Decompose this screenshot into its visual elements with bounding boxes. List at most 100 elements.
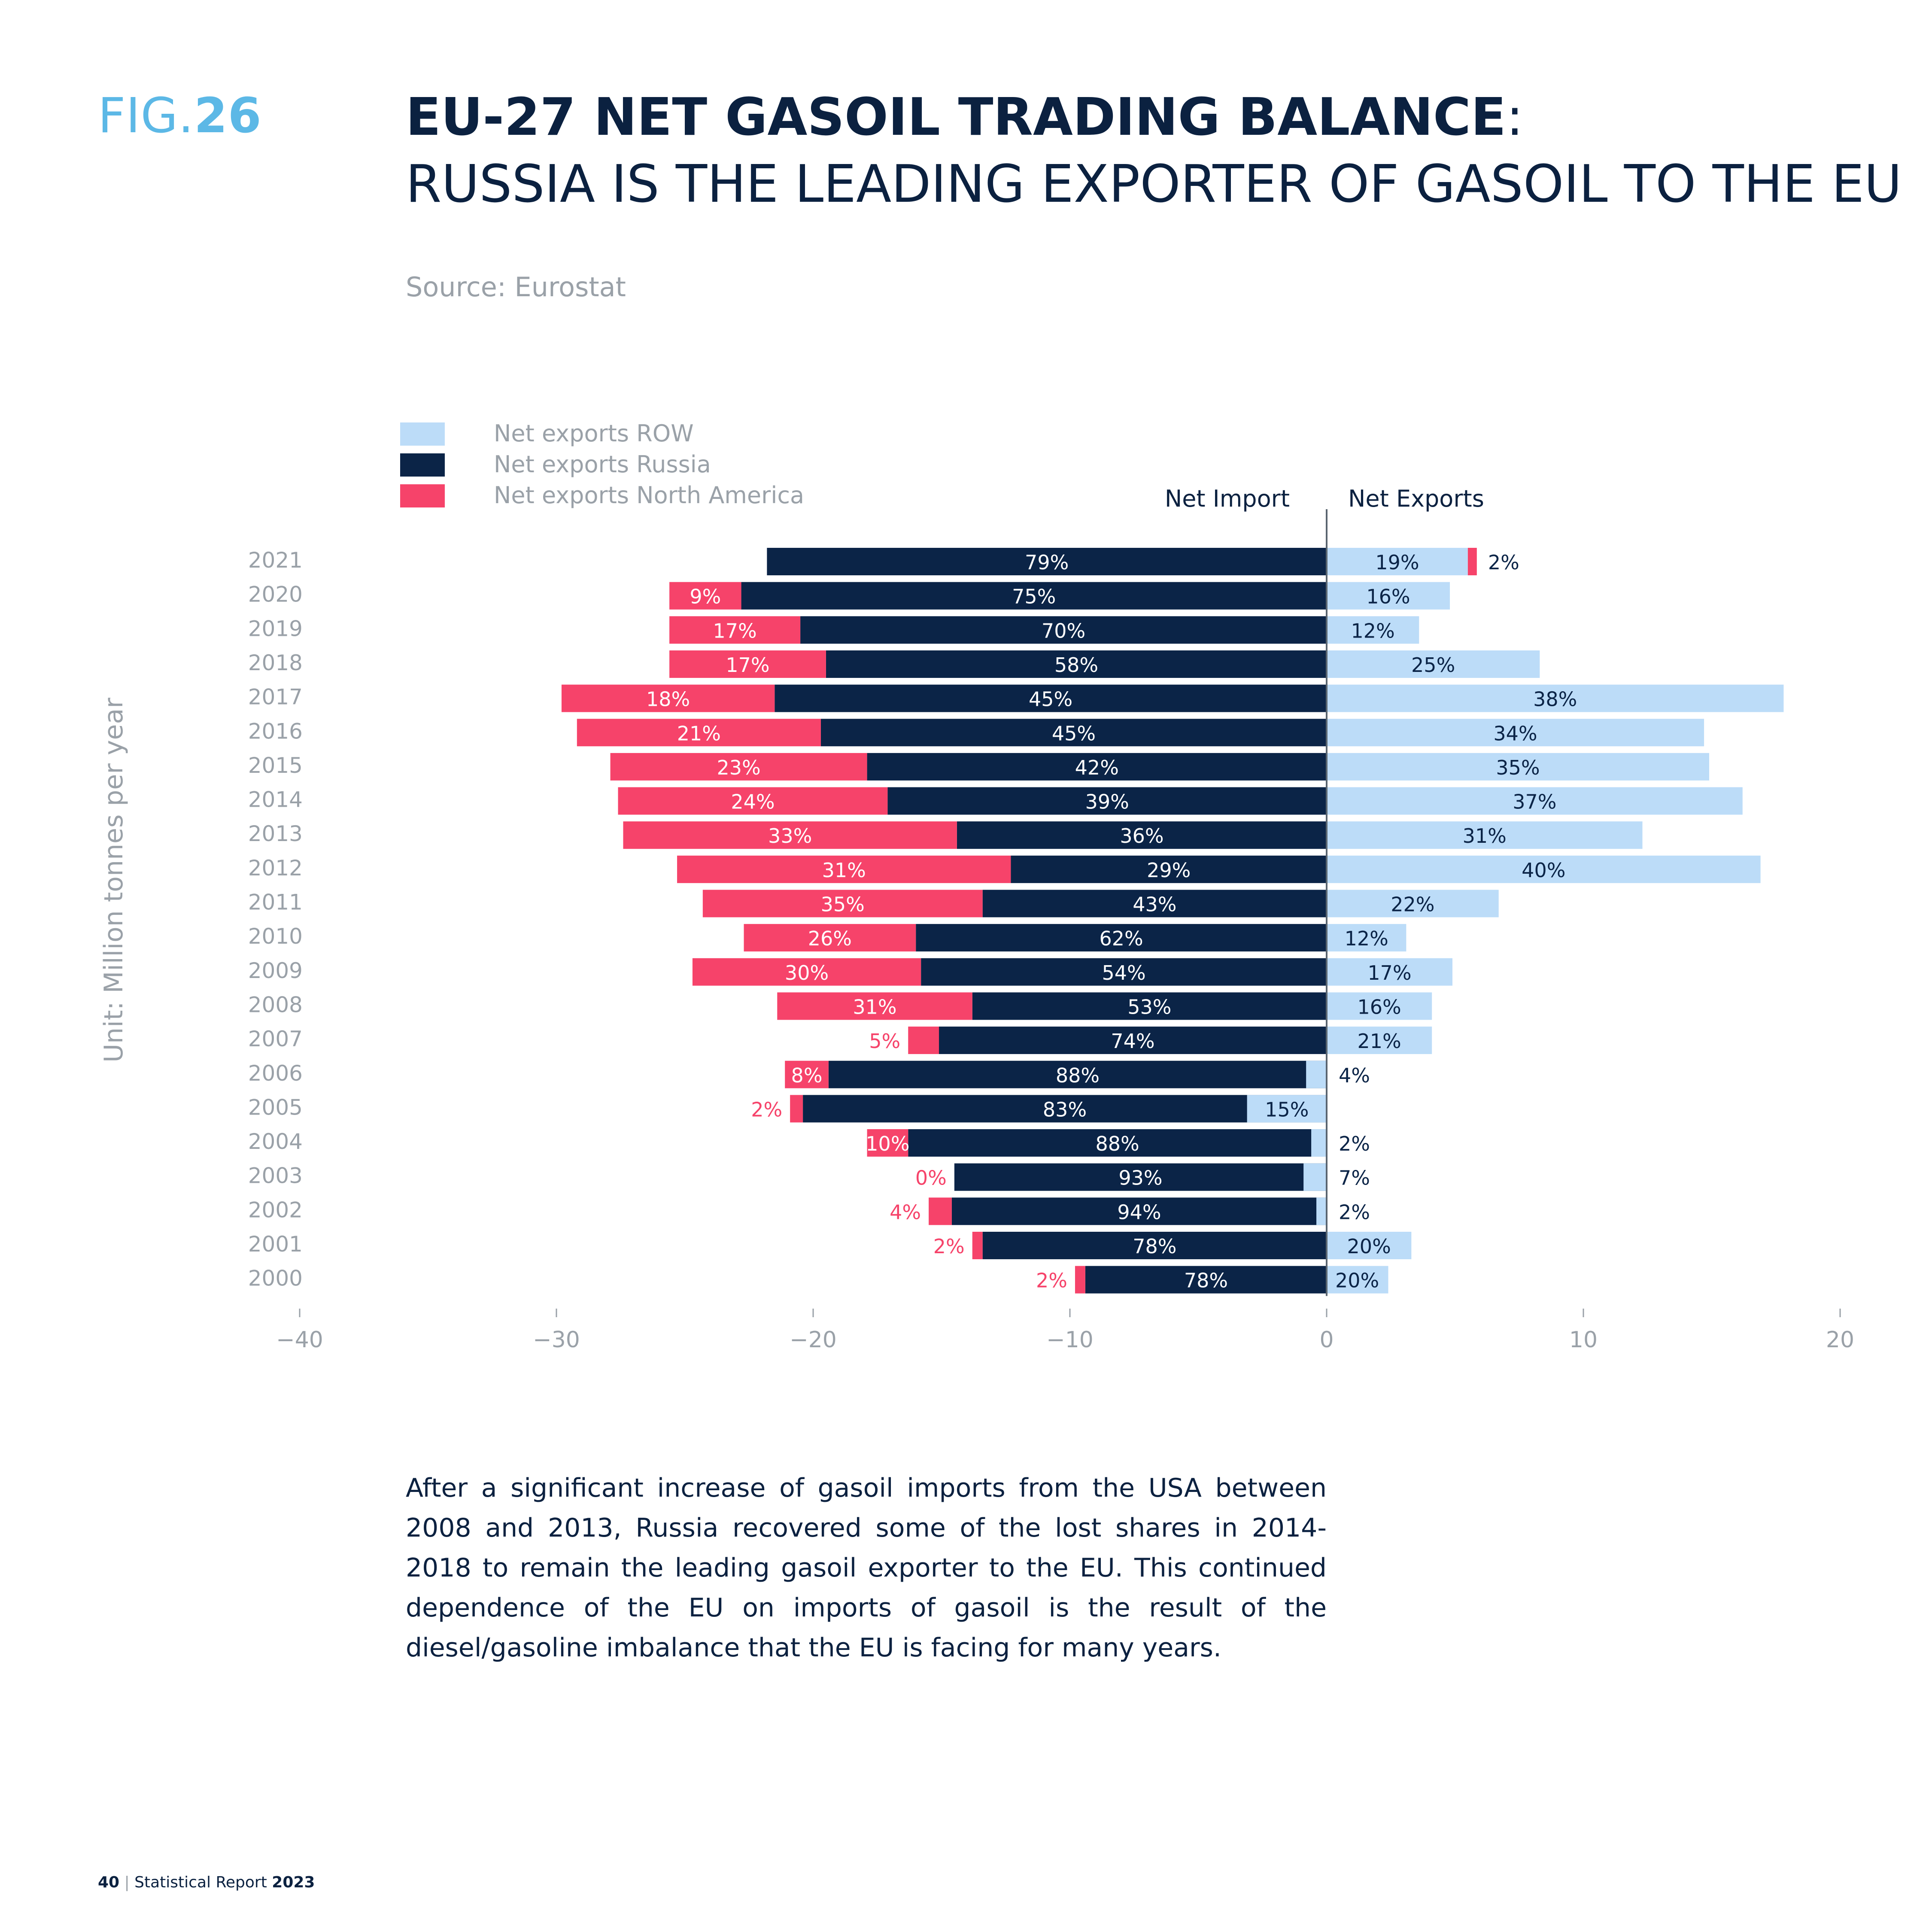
- data-label-row: 38%: [1533, 688, 1577, 711]
- data-label-row: 34%: [1493, 722, 1537, 745]
- data-label-north-america: 2%: [1036, 1269, 1067, 1292]
- legend-label-russia: Net exports Russia: [494, 451, 711, 478]
- data-label-russia: 79%: [1025, 551, 1069, 574]
- data-label-north-america: 5%: [869, 1030, 900, 1053]
- bar-russia: [887, 787, 1327, 815]
- y-tick-label: 2019: [248, 616, 303, 641]
- data-label-russia: 83%: [1043, 1098, 1087, 1121]
- bar-row: [1327, 582, 1450, 610]
- data-label-row: 19%: [1375, 551, 1419, 574]
- data-label-row: 16%: [1357, 995, 1401, 1018]
- data-label-row: 20%: [1335, 1269, 1379, 1292]
- data-label-row: 35%: [1496, 756, 1540, 779]
- x-tick-label: 10: [1569, 1327, 1598, 1353]
- bar-russia: [921, 958, 1327, 986]
- y-tick-label: 2000: [248, 1266, 303, 1291]
- bar-row: [1327, 992, 1432, 1020]
- legend-label-north-america: Net exports North America: [494, 482, 804, 509]
- data-label-row: 21%: [1357, 1030, 1401, 1053]
- bar-russia: [803, 1095, 1327, 1123]
- bar-north-america: [669, 650, 826, 678]
- bar-north-america: [702, 890, 983, 917]
- x-tick-label: 0: [1319, 1327, 1334, 1353]
- bar-north-america: [669, 582, 741, 610]
- data-label-russia: 78%: [1184, 1269, 1228, 1292]
- data-label-north-america: 21%: [677, 722, 721, 745]
- y-tick-label: 2003: [248, 1163, 303, 1188]
- bar-russia: [867, 753, 1327, 781]
- figure-number: FIG.26: [98, 88, 262, 144]
- chart-subtitle: RUSSIA IS THE LEADING EXPORTER OF GASOIL…: [406, 155, 1902, 214]
- bar-row: [1311, 1129, 1327, 1157]
- bar-row: [1327, 1266, 1388, 1294]
- legend-swatch-north-america: [400, 484, 445, 507]
- data-label-north-america: 31%: [853, 995, 896, 1018]
- bar-row: [1327, 924, 1406, 952]
- bar-north-america: [577, 719, 821, 747]
- bar-north-america: [867, 1129, 908, 1157]
- bar-north-america: [610, 753, 867, 781]
- bar-north-america: [790, 1095, 803, 1123]
- bar-row: [1327, 548, 1468, 575]
- x-tick-label: −20: [790, 1327, 837, 1353]
- data-label-russia: 88%: [1096, 1132, 1139, 1155]
- data-label-russia: 29%: [1147, 859, 1191, 882]
- data-label-russia: 42%: [1075, 756, 1119, 779]
- data-label-russia: 39%: [1085, 790, 1129, 814]
- bar-row: [1327, 1232, 1412, 1259]
- bar-north-america: [561, 684, 775, 712]
- net-exports-label: Net Exports: [1348, 485, 1484, 512]
- bar-row: [1327, 684, 1784, 712]
- y-tick-label: 2004: [248, 1129, 303, 1154]
- y-tick-label: 2020: [248, 582, 303, 607]
- x-tick-label: −40: [276, 1327, 323, 1353]
- bar-russia: [972, 992, 1327, 1020]
- data-label-north-america: 17%: [726, 653, 769, 677]
- bar-row: [1327, 650, 1540, 678]
- data-label-russia: 75%: [1012, 585, 1056, 608]
- bar-north-america: [1075, 1266, 1085, 1294]
- bar-russia: [957, 821, 1327, 849]
- data-label-russia: 94%: [1117, 1200, 1161, 1224]
- data-label-row: 16%: [1366, 585, 1410, 608]
- data-label-row: 12%: [1345, 927, 1388, 950]
- chart-title: EU-27 NET GASOIL TRADING BALANCE:: [406, 88, 1524, 147]
- bar-north-america: [777, 992, 972, 1020]
- data-label-row: 7%: [1339, 1166, 1370, 1190]
- data-label-north-america: 24%: [731, 790, 775, 814]
- report-year: 2023: [272, 1874, 315, 1891]
- bar-north-america: [677, 855, 1011, 883]
- bar-north-america: [618, 787, 888, 815]
- data-label-row: 4%: [1339, 1064, 1370, 1087]
- data-label-north-america: 2%: [933, 1235, 965, 1258]
- source-note: Source: Eurostat: [406, 271, 626, 303]
- y-tick-label: 2005: [248, 1095, 303, 1120]
- y-tick-label: 2012: [248, 856, 303, 881]
- data-label-russia: 58%: [1054, 653, 1098, 677]
- bar-north-america: [744, 924, 916, 952]
- data-label-north-america: 4%: [890, 1200, 921, 1224]
- data-label-russia: 74%: [1111, 1030, 1154, 1053]
- data-label-north-america: 33%: [768, 824, 812, 848]
- bar-north-america: [785, 1060, 829, 1088]
- bar-russia: [951, 1197, 1327, 1225]
- bar-row: [1327, 753, 1710, 781]
- y-tick-label: 2001: [248, 1232, 303, 1257]
- page-footer: 40 | Statistical Report 2023: [98, 1874, 315, 1891]
- data-label-row: 2%: [1339, 1200, 1370, 1224]
- bar-north-america: [623, 821, 957, 849]
- bar-russia: [916, 924, 1327, 952]
- data-label-russia: 70%: [1042, 619, 1085, 642]
- data-label-russia: 36%: [1120, 824, 1163, 848]
- data-label-russia: 43%: [1133, 893, 1176, 916]
- y-tick-label: 2016: [248, 719, 303, 744]
- x-tick-label: −10: [1046, 1327, 1094, 1353]
- commentary-paragraph: After a significant increase of gasoil i…: [406, 1473, 1327, 1663]
- bar-row: [1327, 616, 1419, 644]
- data-label-row: 2%: [1339, 1132, 1370, 1155]
- data-label-north-america-export: 2%: [1488, 551, 1519, 574]
- data-label-row: 40%: [1522, 859, 1565, 882]
- data-label-russia: 93%: [1118, 1166, 1162, 1190]
- data-label-north-america: 0%: [915, 1166, 947, 1190]
